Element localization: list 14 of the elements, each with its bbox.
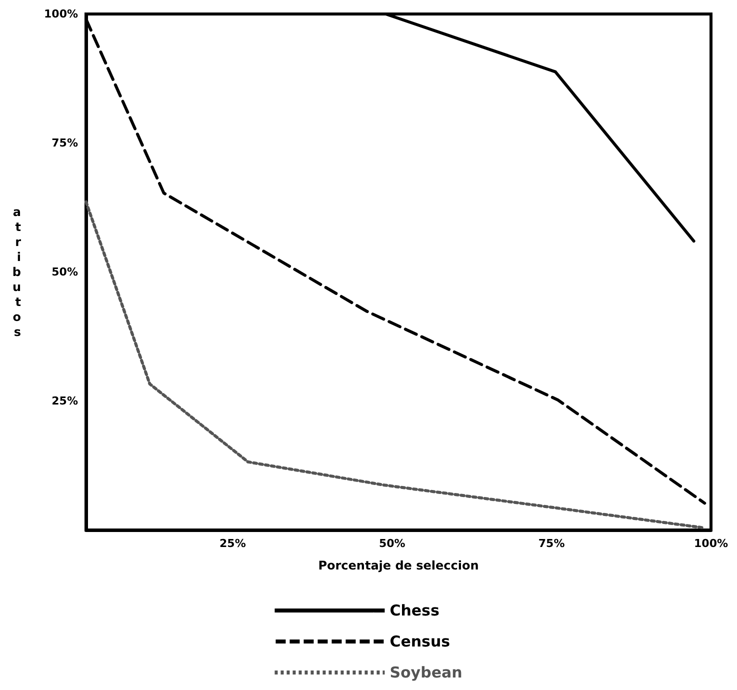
y-tick-label: 75% — [52, 136, 78, 150]
x-axis-title: Porcentaje de seleccion — [318, 558, 479, 572]
x-tick-label: 25% — [220, 537, 246, 550]
legend-label: Soybean — [390, 664, 462, 682]
legend-label: Census — [390, 632, 450, 650]
line-series — [84, 200, 706, 530]
x-tick-label: 100% — [694, 537, 728, 550]
y-tick-label: 25% — [52, 394, 78, 408]
text: atributos — [12, 205, 21, 339]
x-tick-label: 75% — [538, 537, 565, 550]
x-tick-label: 50% — [378, 537, 406, 550]
y-tick-label: 50% — [52, 266, 78, 278]
legend-label: Chess — [390, 602, 440, 620]
y-tick-label: 100% — [44, 8, 78, 20]
